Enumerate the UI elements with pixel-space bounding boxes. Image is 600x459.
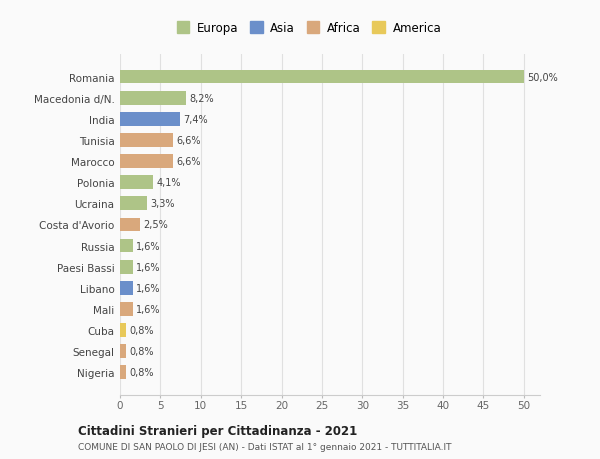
Bar: [120, 239, 133, 253]
Bar: [120, 134, 173, 147]
Text: 0,8%: 0,8%: [130, 347, 154, 356]
Bar: [120, 92, 186, 105]
Bar: [120, 155, 173, 168]
Text: 2,5%: 2,5%: [143, 220, 168, 230]
Legend: Europa, Asia, Africa, America: Europa, Asia, Africa, America: [172, 17, 446, 39]
Text: 6,6%: 6,6%: [176, 135, 201, 146]
Bar: [120, 176, 153, 190]
Bar: [120, 71, 524, 84]
Bar: [120, 218, 140, 232]
Text: 1,6%: 1,6%: [136, 262, 161, 272]
Text: 1,6%: 1,6%: [136, 304, 161, 314]
Bar: [120, 345, 127, 358]
Text: 8,2%: 8,2%: [190, 94, 214, 103]
Bar: [120, 260, 133, 274]
Text: 0,8%: 0,8%: [130, 325, 154, 335]
Bar: [120, 366, 127, 379]
Text: 3,3%: 3,3%: [150, 199, 175, 209]
Bar: [120, 112, 180, 126]
Text: 50,0%: 50,0%: [527, 73, 558, 82]
Text: 0,8%: 0,8%: [130, 368, 154, 377]
Bar: [120, 302, 133, 316]
Bar: [120, 281, 133, 295]
Text: 1,6%: 1,6%: [136, 241, 161, 251]
Text: 6,6%: 6,6%: [176, 157, 201, 167]
Text: 1,6%: 1,6%: [136, 283, 161, 293]
Bar: [120, 324, 127, 337]
Text: 7,4%: 7,4%: [183, 115, 208, 124]
Text: 4,1%: 4,1%: [157, 178, 181, 188]
Text: COMUNE DI SAN PAOLO DI JESI (AN) - Dati ISTAT al 1° gennaio 2021 - TUTTITALIA.IT: COMUNE DI SAN PAOLO DI JESI (AN) - Dati …: [78, 442, 452, 451]
Text: Cittadini Stranieri per Cittadinanza - 2021: Cittadini Stranieri per Cittadinanza - 2…: [78, 424, 357, 437]
Bar: [120, 197, 146, 211]
